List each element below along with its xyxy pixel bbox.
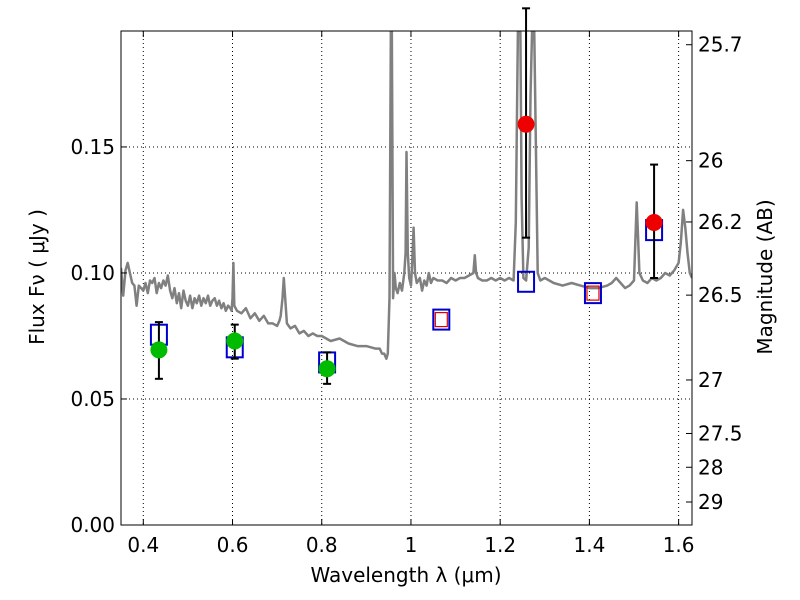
- tick-labels: 0.4 0.6 0.8 1 1.2 1.4 1.6 0.00 0.05 0.10 0.15 25.7 2…: [70, 33, 742, 557]
- model-photometry-square: [432, 308, 451, 331]
- plot-clip-group: [121, 31, 692, 360]
- x-tick-label: 1.6: [663, 533, 695, 557]
- mag-tick-label: 26.2: [698, 210, 743, 234]
- x-tick-label: 0.6: [217, 533, 249, 557]
- x-axis-label: Wavelength λ (μm): [310, 563, 501, 587]
- grid: [121, 31, 692, 526]
- y2-axis-label: Magnitude (AB): [753, 199, 777, 354]
- spectrum-line: [121, 31, 692, 360]
- mag-tick-label: 28: [698, 455, 723, 479]
- upper-limit-square: [586, 285, 600, 301]
- y-axis-label: Flux Fν ( μJy ): [25, 209, 49, 345]
- mag-tick-label: 26.5: [698, 283, 743, 307]
- axes: [120, 30, 693, 526]
- x-tick-label: 1.2: [484, 533, 516, 557]
- y-tick-label: 0.10: [70, 261, 115, 285]
- data-point: [645, 214, 663, 232]
- y-tick-label: 0.00: [70, 513, 115, 537]
- x-tick-label: 1.4: [573, 533, 605, 557]
- x-tick-label: 0.4: [127, 533, 159, 557]
- mag-tick-label: 26: [698, 149, 723, 173]
- y-tick-label: 0.05: [70, 387, 115, 411]
- mag-tick-label: 29: [698, 490, 723, 514]
- data-point: [226, 332, 244, 350]
- mag-tick-label: 27: [698, 368, 723, 392]
- y-tick-label: 0.15: [70, 135, 115, 159]
- data-point: [150, 341, 168, 359]
- upper-limit-square: [434, 311, 448, 328]
- model-photometry-square: [517, 270, 536, 293]
- data-point: [318, 360, 336, 378]
- data-point: [517, 115, 535, 133]
- plot-frame: [120, 30, 693, 526]
- x-tick-label: 0.8: [306, 533, 338, 557]
- mag-tick-label: 27.5: [698, 421, 743, 445]
- plot-area: [121, 7, 692, 385]
- x-tick-label: 1: [405, 533, 418, 557]
- mag-tick-label: 25.7: [698, 33, 743, 57]
- model-photometry-square: [583, 282, 602, 305]
